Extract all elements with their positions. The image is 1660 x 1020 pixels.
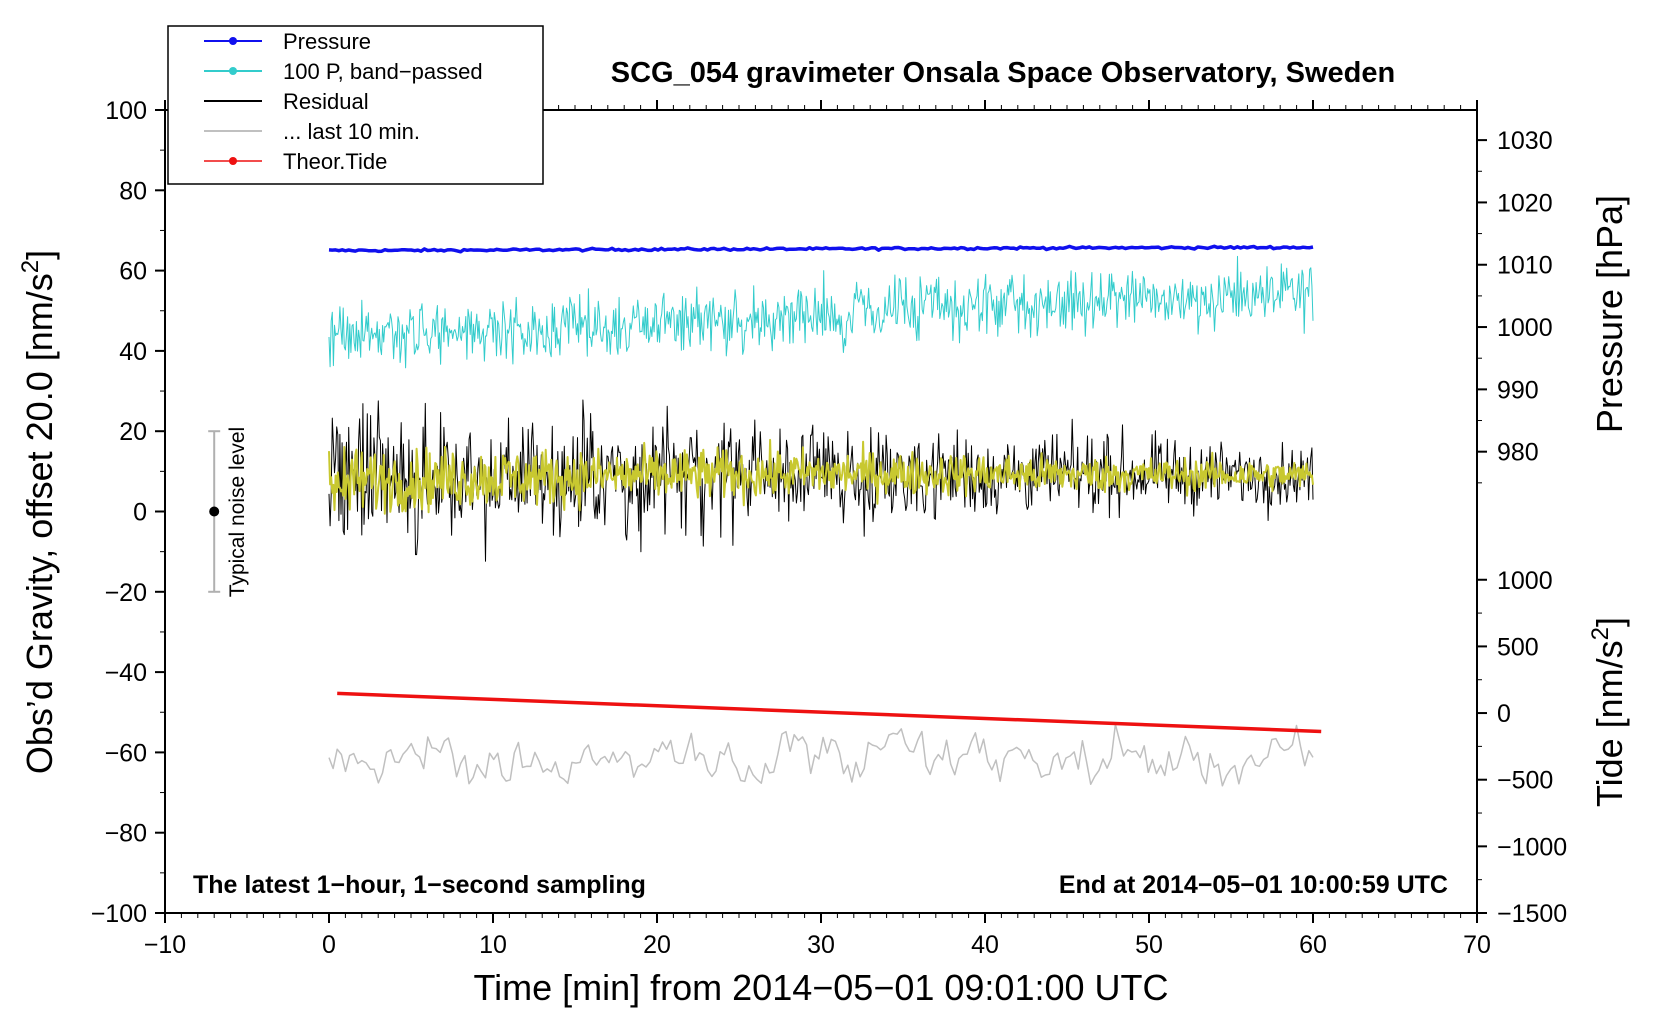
pressure-tick-label: 1030 bbox=[1497, 127, 1553, 155]
x-tick-label: 40 bbox=[971, 931, 999, 959]
tide-tick-label: 1000 bbox=[1497, 567, 1553, 595]
legend: Pressure 100 P, band−passed Residual ... la… bbox=[167, 25, 544, 185]
x-tick-label: 20 bbox=[643, 931, 671, 959]
tide-tick-label: 500 bbox=[1497, 633, 1539, 661]
y-axis-label-left-sup: 2 bbox=[17, 260, 44, 273]
legend-box bbox=[167, 25, 544, 185]
legend-label: 100 P, band−passed bbox=[283, 59, 483, 84]
x-tick-label: 50 bbox=[1135, 931, 1163, 959]
noise-bar-center bbox=[209, 506, 220, 517]
pressure-tick-label: 990 bbox=[1497, 376, 1539, 404]
x-tick-label: 0 bbox=[322, 931, 336, 959]
y-tick-label: −60 bbox=[105, 739, 147, 767]
y-axis-label-left-main: Obs’d Gravity, offset 20.0 [nm/s bbox=[19, 273, 60, 774]
tide-tick-label: −1000 bbox=[1497, 833, 1567, 861]
y-axis-label-tide-main: Tide [nm/s bbox=[1589, 640, 1630, 807]
y-tick-label: 40 bbox=[119, 338, 147, 366]
pressure-tick-label: 1020 bbox=[1497, 189, 1553, 217]
y-tick-label: 0 bbox=[133, 499, 147, 527]
legend-label: Pressure bbox=[283, 29, 371, 54]
x-tick-label: 30 bbox=[807, 931, 835, 959]
y-tick-label: −80 bbox=[105, 820, 147, 848]
legend-label: Theor.Tide bbox=[283, 149, 387, 174]
tide-tick-label: 0 bbox=[1497, 700, 1511, 728]
x-tick-label: 70 bbox=[1463, 931, 1491, 959]
series--last-10-min- bbox=[328, 723, 1314, 787]
annotation-end-time: End at 2014−05−01 10:00:59 UTC bbox=[1059, 871, 1448, 899]
pressure-tick-label: 980 bbox=[1497, 439, 1539, 467]
y-axis-label-tide-close: ] bbox=[1589, 617, 1630, 627]
legend-label: ... last 10 min. bbox=[283, 119, 420, 144]
legend-label: Residual bbox=[283, 89, 369, 114]
y-axis-label-left: Obs’d Gravity, offset 20.0 [nm/s2] bbox=[17, 250, 60, 774]
y-tick-label: −100 bbox=[91, 900, 147, 928]
series-residual-smoothed bbox=[328, 438, 1314, 515]
x-tick-label: 10 bbox=[479, 931, 507, 959]
pressure-tick-label: 1000 bbox=[1497, 314, 1553, 342]
y-tick-label: 80 bbox=[119, 177, 147, 205]
legend-marker bbox=[229, 67, 237, 75]
annotation-sampling: The latest 1−hour, 1−second sampling bbox=[193, 871, 646, 899]
legend-marker bbox=[229, 37, 237, 45]
noise-level-bar bbox=[208, 430, 221, 593]
y-axis-label-left-close: ] bbox=[19, 250, 60, 260]
y-tick-label: 60 bbox=[119, 258, 147, 286]
ticks-layer: −10 0 10 20 30 40 50 60 70−100−80−60−40−20020406… bbox=[91, 97, 1568, 959]
x-axis-label: Time [min] from 2014−05−01 09:01:00 UTC bbox=[473, 967, 1168, 1008]
x-tick-label: −10 bbox=[144, 931, 186, 959]
tide-tick-label: −500 bbox=[1497, 767, 1553, 795]
series-100-p-band-passed bbox=[328, 255, 1314, 369]
series-layer bbox=[328, 244, 1322, 787]
x-tick-label: 60 bbox=[1299, 931, 1327, 959]
pressure-tick-label: 1010 bbox=[1497, 252, 1553, 280]
y-tick-label: 20 bbox=[119, 418, 147, 446]
tide-tick-label: −1500 bbox=[1497, 900, 1567, 928]
chart-title: SCG_054 gravimeter Onsala Space Observat… bbox=[611, 57, 1395, 89]
y-axis-label-tide-sup: 2 bbox=[1587, 627, 1614, 640]
series-theor-tide bbox=[337, 691, 1322, 734]
y-tick-label: −40 bbox=[105, 659, 147, 687]
series-pressure bbox=[328, 244, 1314, 254]
legend-marker bbox=[229, 157, 237, 165]
y-tick-label: 100 bbox=[105, 97, 147, 125]
y-tick-label: −20 bbox=[105, 579, 147, 607]
y-axis-label-tide: Tide [nm/s2] bbox=[1587, 617, 1630, 807]
noise-level-label: Typical noise level bbox=[226, 427, 249, 597]
y-axis-label-pressure: Pressure [hPa] bbox=[1589, 195, 1630, 433]
